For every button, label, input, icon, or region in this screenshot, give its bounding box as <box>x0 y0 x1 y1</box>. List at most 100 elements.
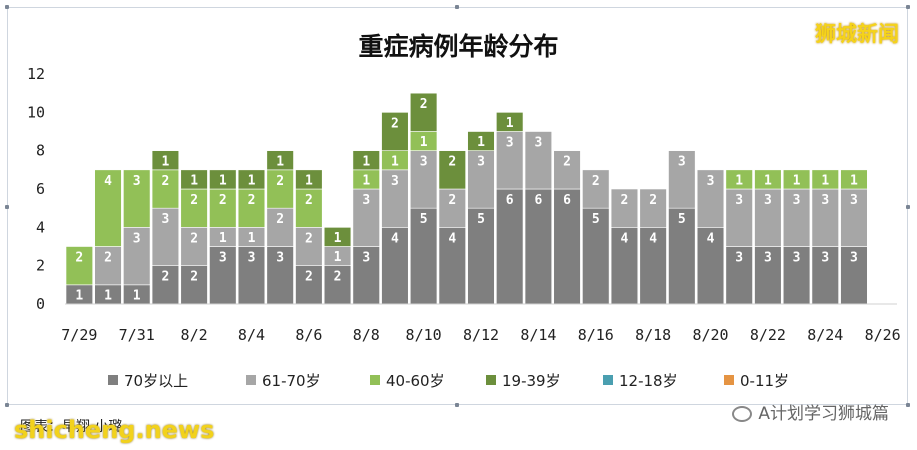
resize-handle-bottom[interactable] <box>455 403 459 407</box>
bar-segment-label: 1 <box>133 288 141 303</box>
bar-segment-label: 2 <box>621 193 629 208</box>
bar-segment <box>467 207 495 305</box>
bar-segment-label: 3 <box>735 251 743 266</box>
bar-segment-label: 2 <box>104 251 112 266</box>
chart-title: 重症病例年龄分布 <box>358 32 559 61</box>
bar-segment <box>180 169 208 190</box>
x-tick-label: 8/26 <box>865 326 901 344</box>
bar-segment <box>553 150 581 190</box>
bar-segment-label: 2 <box>248 193 256 208</box>
bar-segment-label: 2 <box>305 270 313 285</box>
bar-segment <box>725 246 753 305</box>
bar-segment <box>811 169 839 190</box>
bar-segment <box>725 169 753 190</box>
bar-segment-label: 3 <box>821 251 829 266</box>
bar-segment <box>811 188 839 247</box>
x-tick-label: 8/24 <box>807 326 843 344</box>
bar-segment <box>295 188 323 228</box>
bar-segment-label: 2 <box>276 174 284 189</box>
resize-handle-bottom-right[interactable] <box>906 403 910 407</box>
bar-segment-label: 1 <box>104 288 112 303</box>
bar-segment-label: 3 <box>362 193 370 208</box>
bar-segment <box>180 227 208 266</box>
y-tick-label: 8 <box>36 142 45 160</box>
bars: 1 2 1 2 4 1 3 3 2 3 2 1 2 2 2 1 3 1 2 1 3 1 2 1 3 2 2 1 2 2 2 1 2 1 1 3 3 1 1 4… <box>65 92 868 305</box>
bar-segment <box>209 246 237 305</box>
x-tick-label: 8/6 <box>295 326 322 344</box>
resize-handle-right[interactable] <box>906 205 910 209</box>
resize-handle-top[interactable] <box>455 5 459 9</box>
bar-segment-label: 1 <box>420 135 428 150</box>
bar-segment <box>496 131 524 190</box>
bar-segment-label: 2 <box>391 116 399 131</box>
bar-segment <box>151 265 180 305</box>
bar-segment <box>123 169 151 228</box>
legend-swatch <box>246 375 256 385</box>
bar-segment <box>266 207 294 247</box>
bar-segment <box>151 150 180 171</box>
bar-segment <box>754 188 782 247</box>
x-tick-label: 8/10 <box>406 326 442 344</box>
bar-segment-label: 4 <box>707 231 715 246</box>
bar-segment-label: 2 <box>190 270 198 285</box>
bar-segment-label: 1 <box>334 231 342 246</box>
resize-handle-top-left[interactable] <box>5 5 9 9</box>
bar-segment <box>840 246 868 305</box>
bar-segment <box>553 188 581 305</box>
bar-segment <box>639 227 667 305</box>
chart-credit: 图表：早翔·小璐 <box>20 419 123 435</box>
bar-segment-label: 1 <box>506 116 514 131</box>
resize-handle-top-right[interactable] <box>906 5 910 9</box>
bar-segment-label: 2 <box>190 193 198 208</box>
y-tick-label: 4 <box>36 218 45 236</box>
resize-handle-bottom-left[interactable] <box>5 403 9 407</box>
bar-segment-label: 1 <box>764 173 772 188</box>
bar-segment-label: 1 <box>362 173 370 188</box>
bar-segment-label: 1 <box>219 173 227 188</box>
bar-segment <box>438 150 466 190</box>
bar-segment <box>754 169 782 190</box>
x-tick-label: 8/18 <box>635 326 671 344</box>
bar-segment-label: 3 <box>161 212 169 227</box>
bar-segment-label: 1 <box>219 231 227 246</box>
bar-segment-label: 3 <box>391 174 399 189</box>
resize-handle-left[interactable] <box>5 205 9 209</box>
bar-segment-label: 2 <box>305 193 313 208</box>
bar-segment-label: 3 <box>793 251 801 266</box>
bar-segment-label: 2 <box>305 231 313 246</box>
bar-segment-label: 2 <box>420 97 428 112</box>
wechat-watermark: A计划学习狮城篇 <box>732 403 889 425</box>
bar-segment <box>409 150 438 209</box>
bar-segment <box>782 169 811 190</box>
y-tick-label: 6 <box>36 180 45 198</box>
bar-segment-label: 1 <box>850 173 858 188</box>
bar-segment <box>65 246 93 286</box>
bar-segment-label: 1 <box>190 173 198 188</box>
bar-segment-label: 5 <box>592 212 600 227</box>
bar-segment <box>180 188 208 228</box>
x-tick-label: 8/20 <box>692 326 728 344</box>
bar-segment-label: 3 <box>735 193 743 208</box>
bar-segment-label: 4 <box>448 231 456 246</box>
bar-segment-label: 2 <box>161 270 169 285</box>
bar-segment <box>696 227 725 305</box>
bar-segment-label: 5 <box>420 212 428 227</box>
bar-segment-label: 1 <box>248 231 256 246</box>
bar-segment <box>668 150 696 209</box>
bar-segment <box>237 169 266 190</box>
bar-segment-label: 3 <box>477 155 485 170</box>
x-tick-label: 7/31 <box>119 326 155 344</box>
bar-segment <box>524 131 553 190</box>
bar-segment-label: 3 <box>678 155 686 170</box>
bar-segment-label: 1 <box>821 173 829 188</box>
legend-swatch <box>603 375 613 385</box>
bar-segment <box>352 188 380 247</box>
bar-segment-label: 1 <box>477 135 485 150</box>
bar-segment-label: 1 <box>75 288 83 303</box>
bar-segment-label: 2 <box>276 212 284 227</box>
bar-segment-label: 3 <box>850 193 858 208</box>
bar-segment <box>237 246 266 305</box>
bar-segment <box>582 169 610 209</box>
bar-segment <box>94 246 122 286</box>
bar-segment <box>496 188 524 305</box>
